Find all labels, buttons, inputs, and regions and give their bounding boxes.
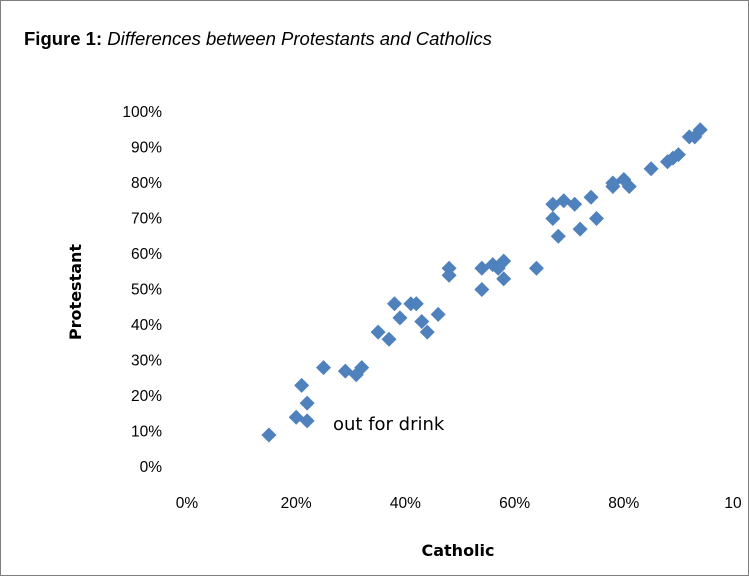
scatter-point — [583, 189, 599, 205]
x-axis-ticks: 0% 20% 40% 60% 80% 10 — [176, 495, 742, 512]
x-tick-label: 80% — [608, 495, 639, 512]
scatter-point — [528, 260, 544, 276]
y-tick-label: 90% — [131, 140, 162, 157]
y-tick-label: 20% — [131, 388, 162, 405]
y-tick-label: 10% — [131, 424, 162, 441]
scatter-point — [572, 221, 588, 237]
scatter-point — [474, 282, 490, 297]
y-axis-title: Protestant — [66, 244, 85, 340]
scatter-point — [430, 306, 446, 322]
scatter-point — [621, 179, 637, 195]
x-tick-label: 40% — [390, 495, 421, 512]
x-tick-label: 10 — [724, 495, 742, 512]
y-axis-ticks: 0% 10% 20% 30% 40% 50% 60% 70% 80% 90% 100% — [122, 104, 162, 476]
figure-title: Figure 1: Differences between Protestant… — [24, 28, 492, 50]
scatter-point — [370, 324, 386, 340]
y-tick-label: 100% — [122, 104, 162, 121]
scatter-point — [294, 377, 310, 393]
y-tick-label: 70% — [131, 211, 162, 228]
y-tick-label: 0% — [140, 459, 163, 476]
annotation-label: out for drink — [333, 414, 445, 435]
y-tick-label: 30% — [131, 353, 162, 370]
scatter-point — [381, 331, 397, 347]
scatter-point — [567, 196, 583, 212]
scatter-point — [605, 179, 621, 195]
scatter-point — [441, 267, 457, 283]
scatter-point — [670, 147, 686, 163]
scatter-point — [408, 296, 424, 312]
y-tick-label: 80% — [131, 175, 162, 192]
scatter-point — [496, 271, 512, 287]
scatter-point — [419, 324, 435, 340]
figure-label: Figure 1: — [24, 28, 103, 49]
scatter-point — [643, 161, 659, 177]
x-tick-label: 20% — [281, 495, 312, 512]
scatter-point — [545, 211, 561, 226]
scatter-point — [392, 310, 408, 326]
y-tick-label: 40% — [131, 317, 162, 334]
x-tick-label: 60% — [499, 495, 530, 512]
scatter-point — [299, 395, 315, 411]
y-tick-label: 50% — [131, 282, 162, 299]
scatter-point — [299, 413, 315, 429]
figure-title-text: Differences between Protestants and Cath… — [107, 28, 492, 49]
scatter-point — [496, 253, 512, 269]
scatter-point — [354, 360, 370, 376]
scatter-point — [589, 211, 604, 226]
scatter-point — [261, 427, 277, 443]
y-tick-label: 60% — [131, 246, 162, 263]
scatter-point — [692, 122, 708, 138]
x-tick-label: 0% — [176, 495, 199, 512]
scatter-point — [414, 313, 430, 329]
x-axis-title: Catholic — [421, 541, 494, 560]
scatter-point — [550, 228, 566, 244]
scatter-point — [316, 360, 331, 376]
data-points — [261, 122, 708, 443]
scatter-point — [386, 296, 402, 312]
